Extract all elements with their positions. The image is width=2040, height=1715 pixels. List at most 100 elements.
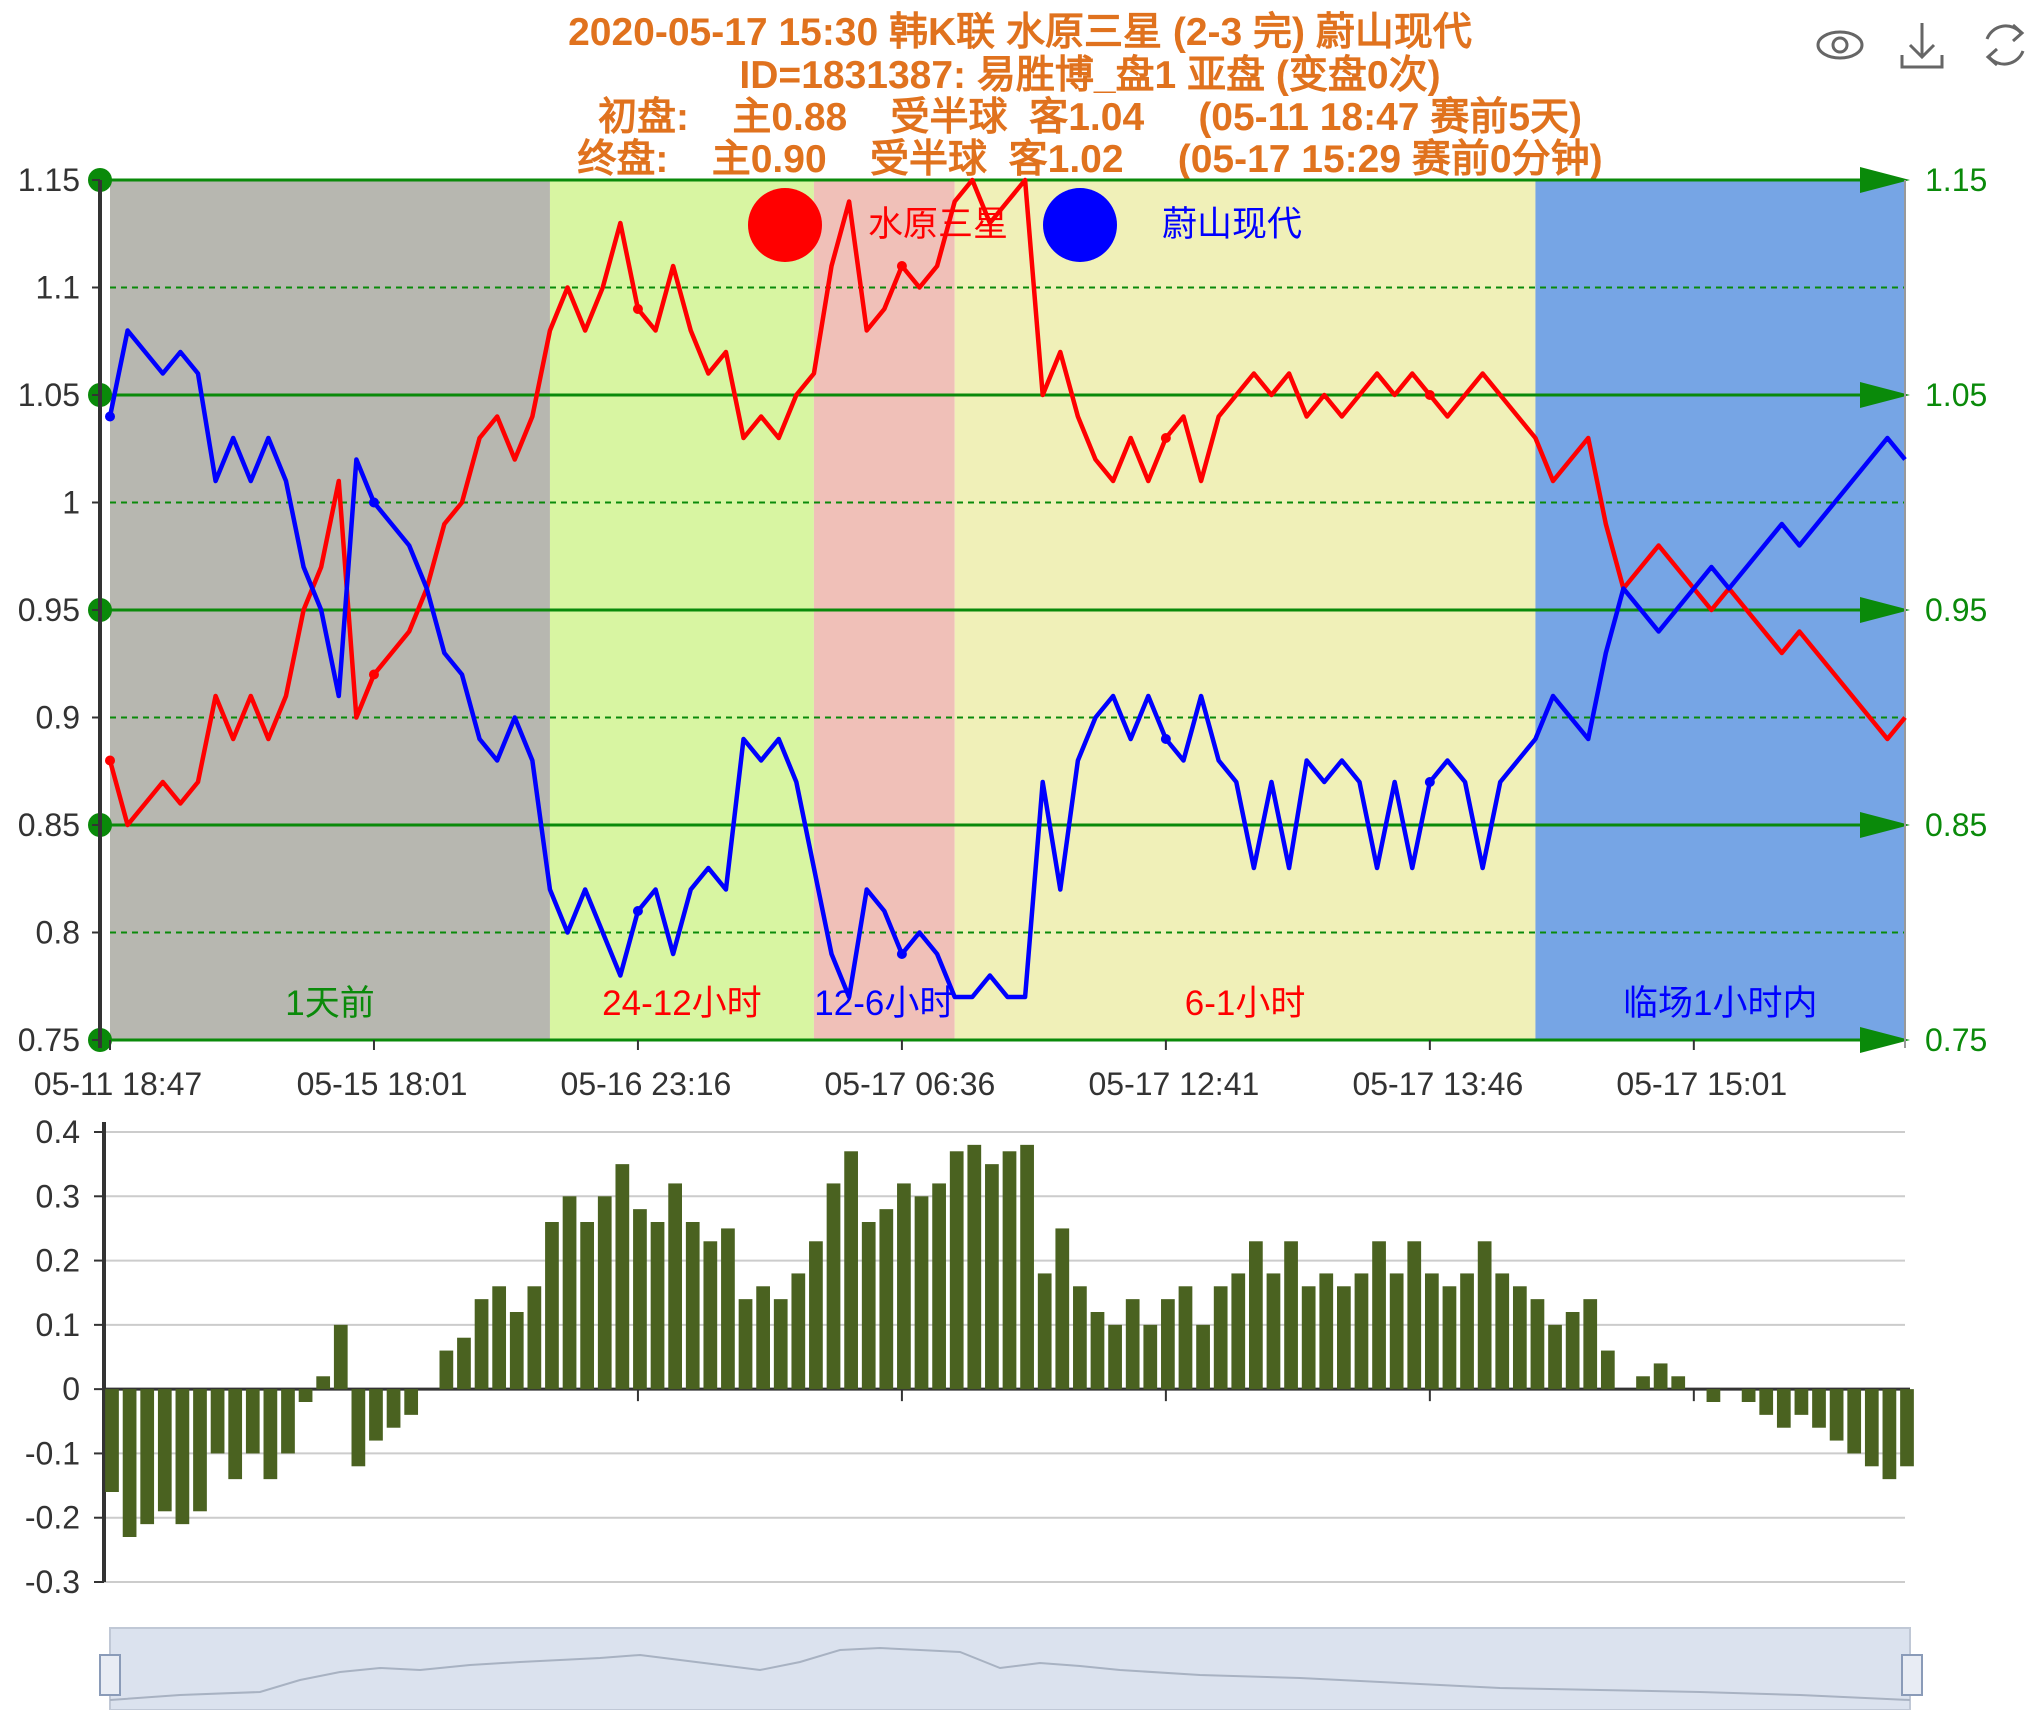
bar: [1090, 1312, 1105, 1390]
period-label-4: 临场1小时内: [1623, 984, 1817, 1023]
bar-y-tick-label: -0.3: [25, 1564, 80, 1600]
bar-chart: 0.4 0.3 0.2 0.1 0 -0.1 -0.2 -0.3: [25, 1114, 1914, 1600]
bar: [545, 1222, 559, 1390]
bar: [1530, 1299, 1545, 1390]
legend-item-1[interactable]: 蔚山现代: [1043, 188, 1302, 262]
bar: [1020, 1144, 1034, 1390]
series-point: [1160, 433, 1171, 443]
bar: [1354, 1273, 1369, 1390]
bar: [1055, 1228, 1070, 1390]
bar: [914, 1196, 929, 1390]
bar: [1900, 1389, 1914, 1467]
bar: [1249, 1241, 1263, 1390]
bar: [703, 1241, 718, 1390]
bar: [721, 1228, 735, 1390]
series-point: [896, 949, 907, 959]
slider-handle-right[interactable]: [1901, 1654, 1923, 1696]
bar: [756, 1286, 770, 1390]
bar: [1143, 1324, 1158, 1390]
bar: [1196, 1324, 1210, 1390]
y-tick-right: 1.05: [1925, 377, 1987, 413]
bar: [175, 1389, 190, 1525]
series-point: [1424, 390, 1435, 400]
bar: [580, 1222, 595, 1390]
series-point: [896, 261, 907, 271]
series-point: [632, 304, 643, 314]
legend-label[interactable]: 蔚山现代: [1162, 205, 1302, 244]
level-arrow-1: [1860, 382, 1910, 408]
bar: [1829, 1389, 1844, 1441]
bar: [1477, 1241, 1492, 1390]
bar: [1882, 1389, 1897, 1480]
bar: [1759, 1389, 1774, 1415]
bar-y-tick-label: -0.2: [25, 1500, 80, 1536]
bar: [439, 1350, 454, 1390]
y-tick-label: 0.8: [36, 915, 80, 951]
download-icon[interactable]: [1900, 23, 1944, 69]
bar-y-tick-label: -0.1: [25, 1435, 80, 1471]
bar: [122, 1389, 137, 1537]
legend-label[interactable]: 水原三星: [868, 205, 1008, 244]
bar: [1424, 1273, 1439, 1390]
bar: [809, 1241, 823, 1390]
x-tick-label: 05-15 18:01: [297, 1066, 468, 1102]
level-arrow-0: [1860, 167, 1910, 193]
bar: [932, 1183, 946, 1390]
bar: [1583, 1299, 1598, 1390]
refresh-icon[interactable]: [1985, 23, 2025, 67]
bar: [492, 1286, 507, 1390]
legend-marker[interactable]: [748, 188, 822, 262]
bar: [1108, 1324, 1122, 1390]
bar: [193, 1389, 207, 1512]
bar: [985, 1164, 999, 1390]
bar: [1512, 1286, 1527, 1390]
legend-marker[interactable]: [1043, 188, 1117, 262]
bar: [791, 1273, 806, 1390]
legend-item-0[interactable]: 水原三星: [748, 188, 1008, 262]
period-label-3: 6-1小时: [1185, 984, 1306, 1023]
bar: [1336, 1286, 1351, 1390]
period-label-2: 12-6小时: [814, 984, 954, 1023]
bar: [1776, 1389, 1791, 1428]
bar: [1864, 1389, 1879, 1467]
bar: [1847, 1389, 1862, 1454]
bar: [1653, 1363, 1668, 1390]
bar: [1407, 1241, 1422, 1390]
bar: [615, 1164, 630, 1390]
bar: [105, 1389, 119, 1492]
bar: [1794, 1389, 1809, 1415]
bar: [527, 1286, 542, 1390]
bar: [1600, 1350, 1615, 1390]
period-label-0: 1天前: [285, 984, 374, 1023]
bar: [1495, 1273, 1510, 1390]
series-line-0: [107, 177, 1907, 828]
data-zoom-slider[interactable]: [99, 1627, 1923, 1711]
bar: [228, 1389, 243, 1480]
bar: [1741, 1389, 1756, 1402]
bar: [633, 1209, 647, 1390]
chart-title-line4: 终盘: 主0.90 受半球 客1.02 (05-17 15:29 赛前0分钟): [577, 137, 1602, 181]
bar: [685, 1222, 700, 1390]
bar: [263, 1389, 278, 1480]
bar: [879, 1209, 894, 1390]
slider-handle-left[interactable]: [99, 1654, 121, 1696]
bar: [826, 1183, 841, 1390]
bar: [1002, 1151, 1017, 1390]
chart-title-line1: 2020-05-17 15:30 韩K联 水原三星 (2-3 完) 蔚山现代: [568, 11, 1472, 54]
eye-icon[interactable]: [1816, 30, 1864, 60]
y-tick-label: 1: [62, 485, 80, 521]
x-tick-label: 05-17 13:46: [1352, 1066, 1523, 1102]
y-tick-right: 1.15: [1925, 162, 1987, 198]
x-tick-label: 05-16 23:16: [561, 1066, 732, 1102]
level-arrow-4: [1860, 1027, 1910, 1053]
bar: [1372, 1241, 1386, 1390]
bar: [897, 1183, 911, 1390]
series-point: [632, 906, 643, 916]
y-tick-label: 1.05: [18, 377, 80, 413]
bar: [738, 1299, 753, 1390]
bar: [1812, 1389, 1826, 1428]
y-tick-label: 1.1: [36, 270, 80, 306]
level-arrow-2: [1860, 597, 1910, 623]
